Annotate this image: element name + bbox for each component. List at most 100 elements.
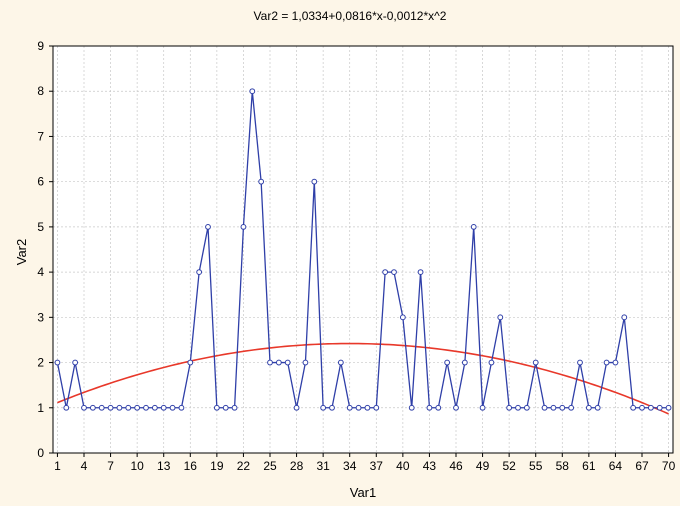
x-tick-label: 28 bbox=[290, 459, 304, 473]
data-point bbox=[453, 404, 459, 411]
data-point bbox=[311, 178, 318, 185]
x-tick-label: 37 bbox=[370, 459, 384, 473]
data-point bbox=[151, 404, 158, 411]
x-tick-label: 4 bbox=[81, 459, 88, 473]
x-tick-label: 40 bbox=[396, 459, 410, 473]
x-tick-label: 43 bbox=[423, 459, 437, 473]
data-point bbox=[134, 404, 141, 411]
x-tick-label: 19 bbox=[210, 459, 224, 473]
data-point bbox=[647, 404, 654, 411]
data-point bbox=[267, 359, 273, 366]
data-point bbox=[568, 404, 575, 411]
x-tick-label: 46 bbox=[449, 459, 463, 473]
data-point bbox=[205, 223, 211, 230]
y-tick-label: 9 bbox=[37, 39, 44, 53]
x-axis-title: Var1 bbox=[350, 485, 377, 500]
data-point bbox=[178, 404, 185, 411]
data-point bbox=[497, 314, 504, 321]
data-point bbox=[461, 359, 468, 366]
data-point bbox=[426, 404, 433, 411]
data-point bbox=[444, 359, 451, 366]
data-point bbox=[81, 404, 87, 411]
data-point bbox=[585, 404, 592, 411]
x-tick-label: 58 bbox=[556, 459, 570, 473]
data-point bbox=[656, 404, 663, 411]
x-tick-label: 10 bbox=[130, 459, 144, 473]
x-tick-label: 16 bbox=[184, 459, 198, 473]
y-tick-label: 5 bbox=[37, 220, 44, 234]
data-point bbox=[346, 404, 353, 411]
data-point bbox=[550, 404, 557, 411]
data-point bbox=[470, 223, 477, 230]
data-point bbox=[612, 359, 619, 366]
data-point bbox=[355, 404, 362, 411]
y-tick-label: 6 bbox=[37, 175, 44, 189]
grid-lines bbox=[53, 46, 673, 453]
x-tick-label: 31 bbox=[316, 459, 330, 473]
data-point bbox=[107, 404, 114, 411]
fit-curve bbox=[57, 342, 669, 415]
data-point bbox=[373, 404, 380, 411]
x-tick-label: 67 bbox=[635, 459, 649, 473]
y-tick-label: 3 bbox=[37, 310, 44, 324]
data-point bbox=[337, 359, 344, 366]
y-tick-label: 2 bbox=[37, 356, 44, 370]
data-point bbox=[160, 404, 167, 411]
data-point bbox=[275, 359, 282, 366]
data-point bbox=[196, 269, 203, 276]
y-tick-label: 8 bbox=[37, 84, 44, 98]
series-line bbox=[56, 91, 669, 409]
data-point bbox=[523, 404, 530, 411]
data-point bbox=[639, 404, 645, 411]
x-tick-label: 1 bbox=[54, 459, 61, 473]
x-tick-label: 49 bbox=[476, 459, 490, 473]
data-point bbox=[577, 359, 583, 366]
data-point bbox=[630, 404, 637, 411]
x-tick-label: 61 bbox=[582, 459, 596, 473]
data-point bbox=[515, 404, 521, 411]
data-point bbox=[435, 404, 442, 411]
data-point bbox=[54, 359, 61, 366]
data-point bbox=[532, 359, 539, 366]
data-point bbox=[364, 404, 371, 411]
data-point bbox=[249, 88, 256, 95]
y-tick-label: 4 bbox=[37, 265, 44, 279]
data-point bbox=[399, 314, 406, 321]
x-tick-label: 13 bbox=[157, 459, 171, 473]
x-tick-label: 22 bbox=[237, 459, 251, 473]
y-tick-label: 0 bbox=[37, 446, 44, 460]
data-point bbox=[284, 359, 291, 366]
data-point bbox=[408, 404, 415, 411]
data-point bbox=[594, 404, 601, 411]
data-point bbox=[89, 404, 96, 411]
x-tick-label: 34 bbox=[343, 459, 357, 473]
data-point bbox=[63, 404, 70, 411]
x-tick-label: 70 bbox=[662, 459, 676, 473]
data-point bbox=[603, 359, 610, 366]
data-point bbox=[240, 223, 247, 230]
data-point bbox=[382, 269, 389, 276]
data-point bbox=[320, 404, 327, 411]
plot-frame bbox=[52, 45, 674, 454]
data-point bbox=[665, 404, 672, 411]
data-point bbox=[98, 404, 105, 411]
data-point bbox=[125, 404, 132, 411]
data-point bbox=[293, 404, 300, 411]
data-series-layer bbox=[54, 88, 672, 411]
data-point bbox=[302, 359, 309, 366]
x-tick-label: 7 bbox=[107, 459, 114, 473]
fit-curve-layer bbox=[57, 342, 669, 415]
axis-ticks: 1 4 7 10 13 16 19 22 25 28 31 34 37 40 43 46 49 52 55 58 61 6… bbox=[37, 39, 675, 473]
data-point bbox=[329, 404, 335, 411]
data-point bbox=[72, 359, 79, 366]
x-tick-label: 52 bbox=[502, 459, 516, 473]
y-axis-title: Var2 bbox=[14, 239, 29, 266]
data-point bbox=[391, 269, 397, 276]
x-tick-label: 55 bbox=[529, 459, 543, 473]
data-point bbox=[213, 404, 220, 411]
x-tick-label: 25 bbox=[263, 459, 277, 473]
data-point bbox=[187, 359, 194, 366]
data-point bbox=[541, 404, 548, 411]
